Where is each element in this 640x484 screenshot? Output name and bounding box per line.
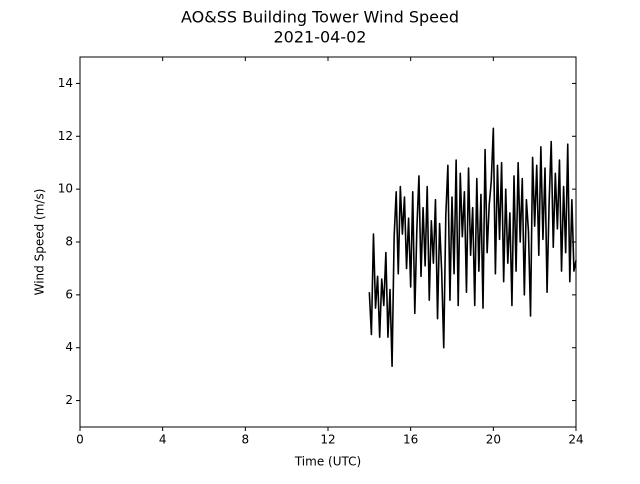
data-line [368,127,577,368]
x-tick-label: 16 [403,433,418,447]
x-tick-label: 0 [76,433,84,447]
y-axis-label: Wind Speed (m/s) [33,189,47,296]
x-tick-label: 24 [568,433,583,447]
x-tick-label: 20 [486,433,501,447]
y-tick-label: 4 [65,340,73,354]
x-tick-label: 4 [159,433,167,447]
chart-subtitle: 2021-04-02 [274,28,367,47]
y-tick-label: 14 [58,76,73,90]
x-tick-label: 12 [320,433,335,447]
y-tick-label: 8 [65,235,73,249]
y-tick-label: 6 [65,287,73,301]
plot-frame [79,56,577,428]
x-tick-label: 8 [242,433,250,447]
chart-title: AO&SS Building Tower Wind Speed [181,8,459,27]
y-tick-label: 12 [58,129,73,143]
y-tick-label: 10 [58,182,73,196]
x-axis-label: Time (UTC) [294,455,361,469]
y-tick-label: 2 [65,393,73,407]
